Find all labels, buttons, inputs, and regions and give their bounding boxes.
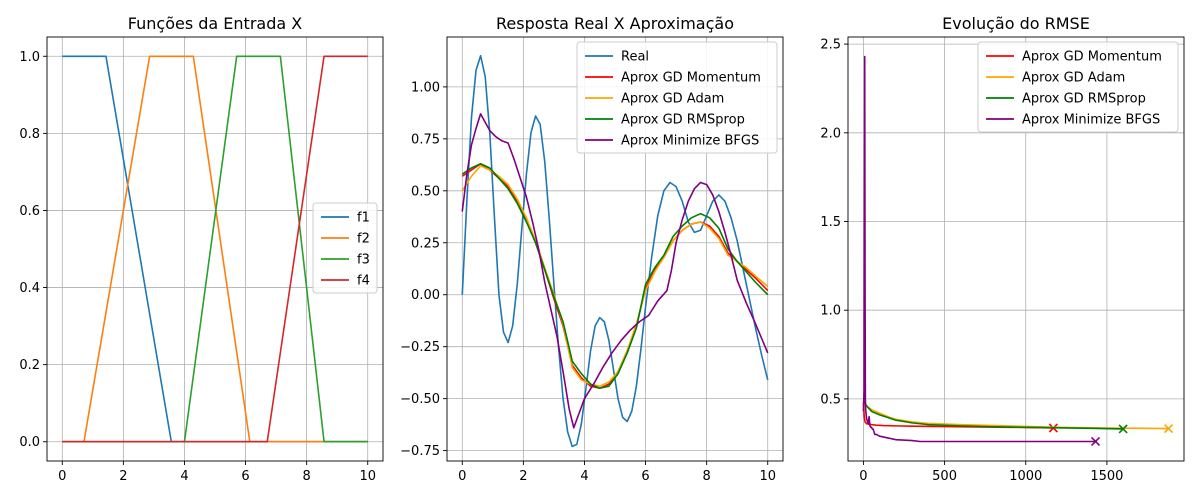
end-marker-aprox-gd-adam <box>1164 423 1174 434</box>
y-tick-label: 1.0 <box>19 50 40 65</box>
legend-label: Aprox GD RMSprop <box>621 113 745 128</box>
y-tick-label: 0.5 <box>820 392 841 407</box>
legend-box <box>576 41 778 154</box>
legend-label: Aprox GD RMSprop <box>1022 92 1146 107</box>
series-line-aprox-gd-adam <box>461 165 769 387</box>
end-marker-aprox-minimize-bfgs <box>1090 436 1101 447</box>
y-tick-label: 1.0 <box>820 304 841 319</box>
x-tick-label: 2 <box>119 469 127 484</box>
chart-title: Resposta Real X Aproximação <box>496 14 734 33</box>
y-tick-label: −0.75 <box>400 444 440 459</box>
legend: f1 f2 f3 f4 <box>312 202 378 294</box>
legend-label: Aprox GD Momentum <box>1022 50 1162 65</box>
x-tick-label: 500 <box>932 469 957 484</box>
y-tick-label: −0.25 <box>400 340 440 355</box>
legend-label: Aprox Minimize BFGS <box>1022 113 1160 128</box>
x-tick-label: 10 <box>759 469 776 484</box>
legend-label: f4 <box>357 274 370 289</box>
legend-label: Real <box>621 50 649 65</box>
y-tick-label: 2.5 <box>820 38 841 53</box>
y-tick-label: 2.0 <box>820 126 841 141</box>
x-tick-label: 1500 <box>1090 469 1123 484</box>
y-tick-label: 0.8 <box>19 127 40 142</box>
series-line-aprox-gd-rmsprop <box>461 162 769 390</box>
x-tick-label: 8 <box>302 469 310 484</box>
y-tick-label: 1.5 <box>820 215 841 230</box>
series-line-aprox-gd-adam <box>862 401 1169 430</box>
axes-frame <box>847 36 1185 462</box>
y-tick-label: 1.00 <box>411 80 440 95</box>
y-tick-label: 0.75 <box>411 132 440 147</box>
panel-real-vs-approx: Resposta Real X Aproximação 0 2 4 6 8 10 −0.75 −… <box>400 14 784 484</box>
x-tick-label: 6 <box>241 469 249 484</box>
legend: Aprox GD Momentum Aprox GD Adam Aprox GD R… <box>977 41 1179 133</box>
series-line-f4 <box>62 55 368 443</box>
axes-frame <box>46 36 384 462</box>
y-tick-label: 0.0 <box>19 435 40 450</box>
y-tick-label: 0.6 <box>19 204 40 219</box>
x-tick-label: 4 <box>180 469 188 484</box>
x-tick-label: 8 <box>702 469 710 484</box>
legend-label: Aprox GD Adam <box>1022 71 1125 86</box>
chart-title: Evolução do RMSE <box>942 14 1090 33</box>
x-tick-label: 4 <box>580 469 588 484</box>
panel-input-functions: Funções da Entrada X 0 2 4 6 8 10 0.0 0.2 0.4 0.6 0… <box>19 14 384 484</box>
legend-label: Aprox GD Momentum <box>621 71 761 86</box>
x-tick-label: 0 <box>58 469 66 484</box>
x-tick-label: 0 <box>859 469 867 484</box>
series-line-aprox-gd-rmsprop <box>862 400 1124 430</box>
end-marker-aprox-gd-rmsprop <box>1118 424 1128 434</box>
y-tick-label: 0.00 <box>411 288 440 303</box>
panel-rmse-evolution: Evolução do RMSE 0 500 1000 1500 0.5 1.0 1.5 2.0… <box>820 14 1185 484</box>
x-tick-label: 6 <box>641 469 649 484</box>
y-tick-label: 0.25 <box>411 236 440 251</box>
legend-label: f3 <box>357 253 370 268</box>
x-tick-label: 10 <box>359 469 376 484</box>
x-tick-label: 0 <box>458 469 466 484</box>
legend-box <box>312 202 378 294</box>
legend-label: f2 <box>357 232 370 247</box>
legend-box <box>977 41 1179 133</box>
y-tick-label: 0.4 <box>19 281 40 296</box>
y-tick-label: −0.50 <box>400 392 440 407</box>
legend-label: Aprox GD Adam <box>621 92 724 107</box>
legend-label: Aprox Minimize BFGS <box>621 134 759 149</box>
chart-title: Funções da Entrada X <box>128 14 302 33</box>
y-tick-label: 0.50 <box>411 184 440 199</box>
series-line-aprox-minimize-bfgs <box>862 55 1096 443</box>
legend: Real Aprox GD Momentum Aprox GD Adam Aprox … <box>576 41 778 154</box>
x-tick-label: 2 <box>519 469 527 484</box>
x-tick-label: 1000 <box>1009 469 1042 484</box>
y-tick-label: 0.2 <box>19 358 40 373</box>
axes-frame <box>446 36 784 462</box>
legend-label: f1 <box>357 211 370 226</box>
series-line-aprox-minimize-bfgs <box>461 113 769 429</box>
